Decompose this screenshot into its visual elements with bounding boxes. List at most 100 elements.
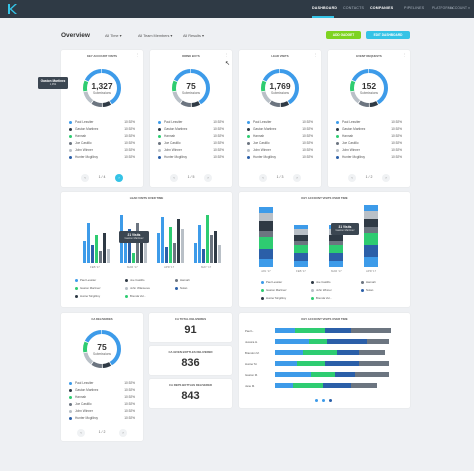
hbar-segment[interactable]: [275, 339, 309, 344]
chart-bar[interactable]: [103, 233, 106, 263]
legend-row[interactable]: John Winner 10.92%: [69, 148, 135, 153]
hbar-segment[interactable]: [325, 361, 359, 366]
hbar-segment[interactable]: [303, 350, 337, 355]
add-gadget-button[interactable]: ADD GADGET: [326, 31, 361, 39]
legend-item[interactable]: Nolan: [175, 286, 187, 290]
legend-row[interactable]: John Winner 10.92%: [336, 148, 402, 153]
legend-item[interactable]: Hannah: [175, 278, 190, 282]
nav-pipelines[interactable]: PIPELINES: [404, 6, 425, 10]
legend-row[interactable]: Gaston Martinez 10.92%: [69, 388, 135, 393]
carousel-dot[interactable]: [315, 399, 318, 402]
legend-item[interactable]: Gaston Martinez: [261, 288, 287, 292]
legend-item[interactable]: Brenda Vel...: [311, 296, 332, 300]
hbar-segment[interactable]: [323, 383, 351, 388]
hbar-segment[interactable]: [335, 372, 355, 377]
next-page-button[interactable]: ›: [115, 174, 123, 182]
legend-row[interactable]: John Winner 10.92%: [247, 148, 313, 153]
legend-item[interactable]: Paul Lessiter: [261, 280, 282, 284]
legend-row[interactable]: Hannah 10.92%: [69, 395, 135, 400]
legend-item[interactable]: Hannah: [361, 280, 376, 284]
nav-companies[interactable]: COMPANIES: [370, 6, 394, 10]
stacked-bar-segment[interactable]: [329, 235, 343, 241]
stacked-bar-segment[interactable]: [294, 225, 308, 229]
legend-item[interactable]: Joe Castillo: [311, 280, 330, 284]
stacked-bar-segment[interactable]: [364, 211, 378, 219]
chart-bar[interactable]: [128, 229, 131, 263]
chart-bar[interactable]: [157, 233, 160, 263]
hbar-segment[interactable]: [297, 361, 325, 366]
nav-dashboard[interactable]: DASHBOARD: [312, 6, 338, 10]
hbar-segment[interactable]: [359, 361, 389, 366]
legend-row[interactable]: Paul Lessiter 10.92%: [336, 120, 402, 125]
hbar-segment[interactable]: [275, 328, 295, 333]
legend-item[interactable]: Gaston Martinez: [75, 286, 101, 290]
legend-row[interactable]: Paul Lessiter 10.92%: [247, 120, 313, 125]
legend-row[interactable]: Gaston Martinez 10.92%: [247, 127, 313, 132]
legend-row[interactable]: Hunter Mcgillroy 10.92%: [69, 416, 135, 421]
legend-row[interactable]: Joe Castillo 10.92%: [336, 141, 402, 146]
hbar-segment[interactable]: [327, 339, 367, 344]
chart-bar[interactable]: [165, 247, 168, 263]
donut-chart[interactable]: 1,769 Submissions: [259, 67, 301, 109]
legend-row[interactable]: Hannah 10.92%: [158, 134, 224, 139]
chart-bar[interactable]: [210, 235, 213, 263]
legend-row[interactable]: Hannah 10.92%: [247, 134, 313, 139]
legend-row[interactable]: Hunter Mcgillroy 10.92%: [247, 155, 313, 160]
stacked-bar-segment[interactable]: [259, 259, 273, 267]
hbar-segment[interactable]: [295, 328, 325, 333]
donut-chart[interactable]: 152 Submissions: [348, 67, 390, 109]
stacked-bar-segment[interactable]: [329, 245, 343, 253]
nav-account[interactable]: ACCOUNT ▾: [450, 6, 470, 10]
chart-bar[interactable]: [136, 223, 139, 263]
prev-page-button[interactable]: ‹: [259, 174, 267, 182]
stacked-bar-segment[interactable]: [364, 227, 378, 233]
stacked-bar-segment[interactable]: [364, 205, 378, 211]
legend-row[interactable]: Hunter Mcgillroy 10.92%: [158, 155, 224, 160]
prev-page-button[interactable]: ‹: [77, 429, 85, 437]
stacked-bar-segment[interactable]: [259, 221, 273, 231]
chart-bar[interactable]: [87, 223, 90, 263]
hbar-segment[interactable]: [359, 350, 385, 355]
stacked-bar-segment[interactable]: [294, 253, 308, 261]
edit-dashboard-button[interactable]: EDIT DASHBOARD: [366, 31, 410, 39]
chart-bar[interactable]: [194, 243, 197, 263]
chart-bar[interactable]: [173, 243, 176, 263]
hbar-segment[interactable]: [337, 350, 359, 355]
chart-bar[interactable]: [177, 219, 180, 263]
nav-platform[interactable]: PLATFORM ▾: [432, 6, 454, 10]
chart-bar[interactable]: [83, 241, 86, 263]
hbar-segment[interactable]: [355, 372, 389, 377]
donut-chart[interactable]: 75 Submissions: [170, 67, 212, 109]
donut-chart[interactable]: 75 Submissions: [81, 328, 123, 370]
legend-row[interactable]: Hunter Mcgillroy 10.92%: [69, 155, 135, 160]
chart-bar[interactable]: [124, 243, 127, 263]
legend-row[interactable]: Gaston Martinez 10.92%: [69, 127, 135, 132]
card-menu-icon[interactable]: ⋮: [402, 53, 407, 57]
stacked-bar-segment[interactable]: [259, 237, 273, 249]
carousel-dot[interactable]: [329, 399, 332, 402]
chart-bar[interactable]: [202, 249, 205, 263]
legend-row[interactable]: Paul Lessiter 10.92%: [69, 120, 135, 125]
stacked-bar-segment[interactable]: [364, 219, 378, 227]
chart-bar[interactable]: [132, 253, 135, 263]
chart-bar[interactable]: [169, 227, 172, 263]
legend-row[interactable]: Gaston Martinez 10.92%: [336, 127, 402, 132]
legend-row[interactable]: Joe Castillo 10.92%: [158, 141, 224, 146]
stacked-bar-segment[interactable]: [329, 253, 343, 261]
filter-time[interactable]: All Time ▾: [105, 34, 122, 38]
hbar-segment[interactable]: [351, 328, 391, 333]
filter-team[interactable]: All Team Members ▾: [138, 34, 173, 38]
nav-contacts[interactable]: CONTACTS: [343, 6, 365, 10]
legend-row[interactable]: Joe Castillo 10.92%: [69, 402, 135, 407]
legend-row[interactable]: Joe Castillo 10.92%: [69, 141, 135, 146]
chart-bar[interactable]: [107, 249, 110, 263]
stacked-bar-segment[interactable]: [259, 249, 273, 259]
hbar-segment[interactable]: [275, 361, 297, 366]
legend-item[interactable]: Hunter Mcgillroy: [261, 296, 286, 300]
hbar-segment[interactable]: [325, 328, 351, 333]
legend-item[interactable]: John Villanueva: [125, 286, 150, 290]
next-page-button[interactable]: ›: [293, 174, 301, 182]
stacked-bar-segment[interactable]: [364, 233, 378, 245]
chart-bar[interactable]: [95, 235, 98, 263]
chart-bar[interactable]: [181, 229, 184, 263]
